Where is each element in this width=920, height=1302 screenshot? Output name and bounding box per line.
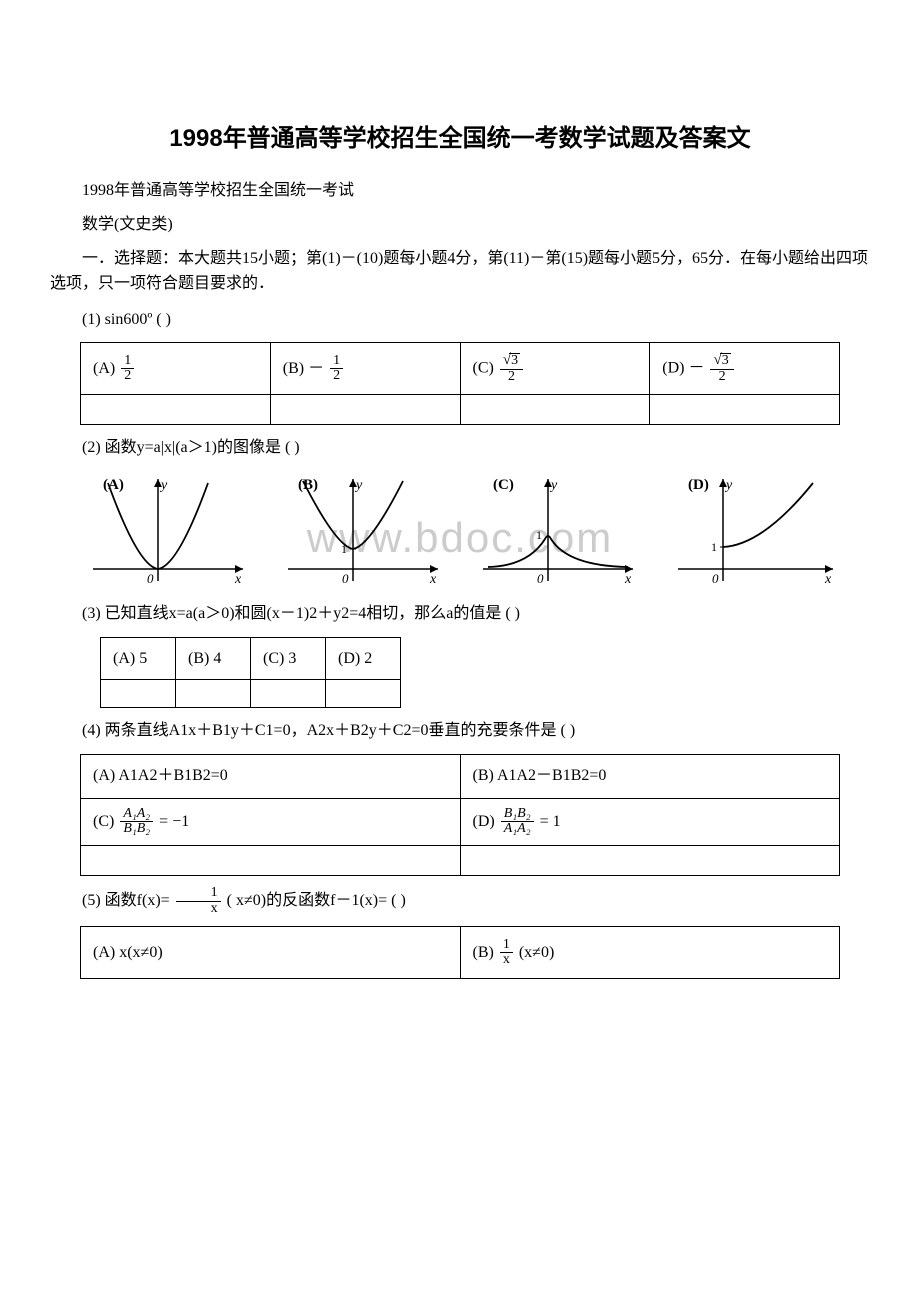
q5-pre: (5) 函数f(x)= bbox=[82, 892, 174, 909]
svg-text:x: x bbox=[234, 572, 242, 587]
opt-label: (D) bbox=[473, 813, 499, 830]
table-row: (A) 1 2 (B) － 1 2 (C) 3 2 (D) － 3 2 bbox=[81, 343, 840, 395]
frac-den: 2 bbox=[330, 369, 343, 384]
page-title: 1998年普通高等学校招生全国统一考数学试题及答案文 bbox=[50, 120, 870, 158]
table-row: (A) A1A2＋B1B2=0 (B) A1A2－B1B2=0 bbox=[81, 754, 840, 798]
graph-label: (D) bbox=[688, 477, 709, 493]
table-row bbox=[81, 846, 840, 876]
section-1-intro: 一．选择题：本大题共15小题；第(1)－(10)题每小题4分，第(11)－第(1… bbox=[50, 246, 870, 297]
graph-d: (D) y x 0 1 bbox=[668, 471, 838, 591]
svg-text:0: 0 bbox=[537, 571, 544, 586]
frac-num: 1 bbox=[121, 354, 134, 370]
fraction: 3 2 bbox=[500, 353, 523, 384]
q2-graphs-row: www.bdoc.com (A) y x 0 (B) y x 0 1 (C) y… bbox=[70, 471, 850, 591]
q3-opt-d: (D) 2 bbox=[326, 637, 401, 680]
opt-label: (C) bbox=[93, 813, 118, 830]
sqrt-icon: 3 bbox=[713, 353, 730, 369]
q4-opt-d: (D) B₁B₂ A₁A₂ = 1 bbox=[460, 798, 840, 845]
frac-num: 1 bbox=[500, 938, 513, 954]
graph-a: (A) y x 0 bbox=[83, 471, 253, 591]
question-4: (4) 两条直线A1x＋B1y＋C1=0，A2x＋B2y＋C2=0垂直的充要条件… bbox=[50, 718, 870, 744]
svg-text:x: x bbox=[429, 572, 437, 587]
svg-text:1: 1 bbox=[536, 528, 542, 542]
table-row: (A) x(x≠0) (B) 1 x (x≠0) bbox=[81, 927, 840, 979]
frac-den: B₁B₂ bbox=[120, 822, 153, 837]
q5-opt-b: (B) 1 x (x≠0) bbox=[460, 927, 840, 979]
svg-text:0: 0 bbox=[342, 571, 349, 586]
svg-text:0: 0 bbox=[147, 571, 154, 586]
frac-den: 2 bbox=[500, 370, 523, 385]
q4-opt-c: (C) A₁A₂ B₁B₂ = −1 bbox=[81, 798, 461, 845]
svg-text:y: y bbox=[159, 478, 168, 493]
fraction: 1 2 bbox=[330, 354, 343, 384]
frac-den: 2 bbox=[710, 370, 733, 385]
svg-text:0: 0 bbox=[712, 571, 719, 586]
frac-num: 1 bbox=[176, 886, 221, 902]
q3-options-table: (A) 5 (B) 4 (C) 3 (D) 2 bbox=[100, 637, 401, 709]
svg-text:y: y bbox=[549, 478, 558, 493]
frac-num: B₁B₂ bbox=[501, 807, 534, 823]
sqrt-icon: 3 bbox=[503, 353, 520, 369]
opt-label: (A) bbox=[93, 360, 119, 377]
fraction: 1 x bbox=[176, 886, 221, 916]
svg-text:1: 1 bbox=[711, 540, 717, 554]
table-row: (C) A₁A₂ B₁B₂ = −1 (D) B₁B₂ A₁A₂ = 1 bbox=[81, 798, 840, 845]
q1-opt-a: (A) 1 2 bbox=[81, 343, 271, 395]
exam-subtitle-1: 1998年普通高等学校招生全国统一考试 bbox=[50, 178, 870, 204]
fraction: 3 2 bbox=[710, 353, 733, 384]
table-row bbox=[101, 680, 401, 708]
q3-opt-b: (B) 4 bbox=[176, 637, 251, 680]
svg-text:x: x bbox=[624, 572, 632, 587]
frac-num: 1 bbox=[330, 354, 343, 370]
q4-opt-b: (B) A1A2－B1B2=0 bbox=[460, 754, 840, 798]
q3-opt-a: (A) 5 bbox=[101, 637, 176, 680]
opt-label: (C) bbox=[473, 360, 498, 377]
frac-den: A₁A₂ bbox=[501, 822, 534, 837]
question-1: (1) sin600º ( ) bbox=[50, 307, 870, 333]
opt-label: (D) － bbox=[662, 360, 704, 377]
question-5: (5) 函数f(x)= 1 x ( x≠0)的反函数f－1(x)= ( ) bbox=[50, 886, 870, 916]
svg-text:y: y bbox=[724, 478, 733, 493]
eq-text: = 1 bbox=[540, 813, 561, 830]
q1-opt-d: (D) － 3 2 bbox=[650, 343, 840, 395]
q5-options-table: (A) x(x≠0) (B) 1 x (x≠0) bbox=[80, 926, 840, 979]
svg-text:y: y bbox=[354, 478, 363, 493]
eq-text: = −1 bbox=[159, 813, 189, 830]
question-2: (2) 函数y=a|x|(a＞1)的图像是 ( ) bbox=[50, 435, 870, 461]
graph-label: (A) bbox=[103, 477, 124, 493]
q3-opt-c: (C) 3 bbox=[251, 637, 326, 680]
q1-opt-c: (C) 3 2 bbox=[460, 343, 650, 395]
frac-den: x bbox=[176, 902, 221, 917]
opt-label: (B) － bbox=[283, 360, 324, 377]
fraction: A₁A₂ B₁B₂ bbox=[120, 807, 153, 837]
fraction: B₁B₂ A₁A₂ bbox=[501, 807, 534, 837]
q5-opt-a: (A) x(x≠0) bbox=[81, 927, 461, 979]
frac-num: 3 bbox=[710, 353, 733, 370]
fraction: 1 x bbox=[500, 938, 513, 968]
q1-opt-b: (B) － 1 2 bbox=[270, 343, 460, 395]
fraction: 1 2 bbox=[121, 354, 134, 384]
table-row: (A) 5 (B) 4 (C) 3 (D) 2 bbox=[101, 637, 401, 680]
exam-subtitle-2: 数学(文史类) bbox=[50, 212, 870, 238]
opt-post: (x≠0) bbox=[519, 944, 554, 961]
opt-label: (B) bbox=[473, 944, 498, 961]
graph-c: (C) y x 0 1 bbox=[473, 471, 643, 591]
q5-post: ( x≠0)的反函数f－1(x)= ( ) bbox=[227, 892, 406, 909]
graph-b: (B) y x 0 1 bbox=[278, 471, 448, 591]
q1-options-table: (A) 1 2 (B) － 1 2 (C) 3 2 (D) － 3 2 bbox=[80, 342, 840, 425]
frac-num: 3 bbox=[500, 353, 523, 370]
q4-opt-a: (A) A1A2＋B1B2=0 bbox=[81, 754, 461, 798]
frac-den: 2 bbox=[121, 369, 134, 384]
graph-label: (C) bbox=[493, 477, 514, 493]
table-row bbox=[81, 395, 840, 425]
q4-options-table: (A) A1A2＋B1B2=0 (B) A1A2－B1B2=0 (C) A₁A₂… bbox=[80, 754, 840, 876]
frac-den: x bbox=[500, 953, 513, 968]
svg-text:x: x bbox=[824, 572, 832, 587]
question-3: (3) 已知直线x=a(a＞0)和圆(x－1)2＋y2=4相切，那么a的值是 (… bbox=[50, 601, 870, 627]
frac-num: A₁A₂ bbox=[120, 807, 153, 823]
